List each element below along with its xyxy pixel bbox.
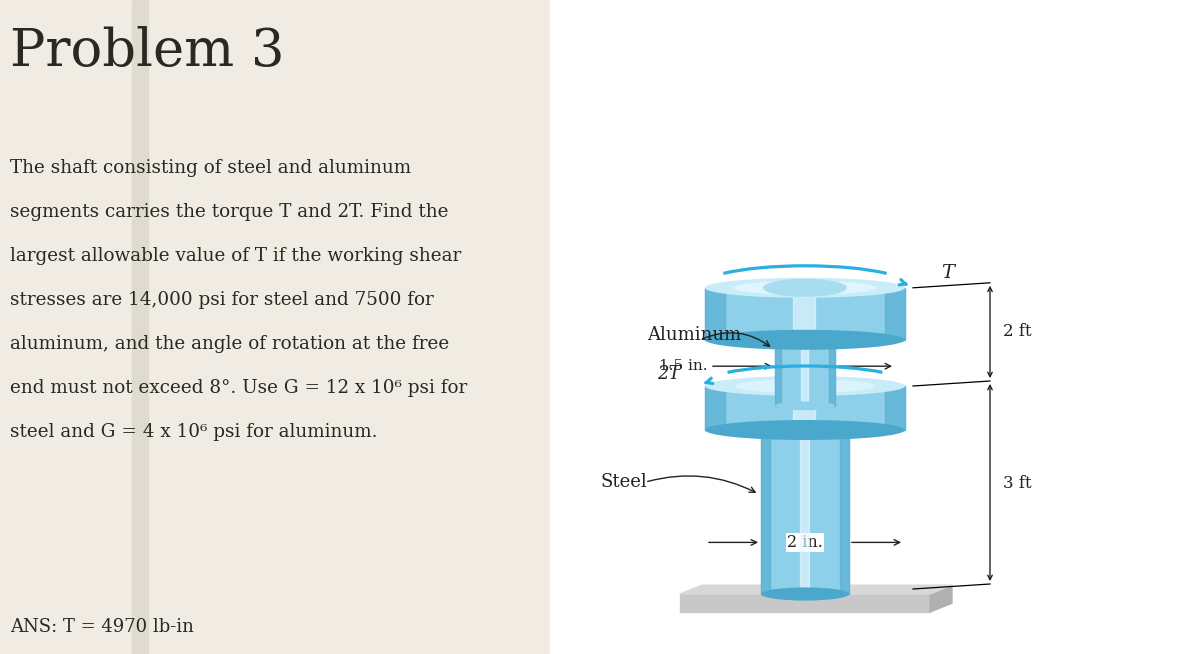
Polygon shape xyxy=(930,585,952,612)
Bar xyxy=(793,386,815,430)
Text: Aluminum: Aluminum xyxy=(647,326,742,344)
Ellipse shape xyxy=(733,281,877,295)
Bar xyxy=(706,386,905,430)
Ellipse shape xyxy=(775,402,835,410)
Text: 2T: 2T xyxy=(658,365,682,383)
Bar xyxy=(706,386,725,430)
Text: Steel: Steel xyxy=(600,473,647,491)
Polygon shape xyxy=(680,594,930,612)
Bar xyxy=(840,422,850,594)
Bar xyxy=(550,0,1200,654)
Bar xyxy=(775,334,781,405)
Bar xyxy=(775,334,835,405)
Text: 1.5 in.: 1.5 in. xyxy=(659,359,707,373)
Bar xyxy=(706,288,905,340)
Text: steel and G = 4 x 10⁶ psi for aluminum.: steel and G = 4 x 10⁶ psi for aluminum. xyxy=(10,423,378,441)
Text: T: T xyxy=(941,264,954,282)
Bar xyxy=(761,422,770,594)
Text: 2 ft: 2 ft xyxy=(1003,323,1032,340)
Text: aluminum, and the angle of rotation at the free: aluminum, and the angle of rotation at t… xyxy=(10,335,449,353)
Text: 2 in.: 2 in. xyxy=(787,534,823,551)
Ellipse shape xyxy=(706,376,905,396)
Text: Problem 3: Problem 3 xyxy=(10,26,284,77)
Bar xyxy=(706,288,725,340)
Ellipse shape xyxy=(706,330,905,350)
Text: segments carries the torque T and 2T. Find the: segments carries the torque T and 2T. Fi… xyxy=(10,203,449,221)
Bar xyxy=(761,422,850,594)
Bar xyxy=(793,288,815,340)
Bar xyxy=(829,334,835,405)
Ellipse shape xyxy=(761,589,850,600)
Ellipse shape xyxy=(736,379,875,393)
Text: ANS: T = 4970 lb-in: ANS: T = 4970 lb-in xyxy=(10,618,194,636)
Bar xyxy=(799,422,810,594)
Text: The shaft consisting of steel and aluminum: The shaft consisting of steel and alumin… xyxy=(10,159,412,177)
Text: end must not exceed 8°. Use G = 12 x 10⁶ psi for: end must not exceed 8°. Use G = 12 x 10⁶… xyxy=(10,379,467,397)
Bar xyxy=(802,334,808,405)
Ellipse shape xyxy=(706,420,905,440)
Bar xyxy=(886,288,905,340)
Ellipse shape xyxy=(763,279,847,297)
Bar xyxy=(886,386,905,430)
Bar xyxy=(132,0,148,654)
Text: 2 in.: 2 in. xyxy=(787,534,823,551)
Polygon shape xyxy=(680,585,952,594)
Text: stresses are 14,000 psi for steel and 7500 for: stresses are 14,000 psi for steel and 75… xyxy=(10,291,433,309)
Ellipse shape xyxy=(736,281,875,295)
Text: 3 ft: 3 ft xyxy=(1003,475,1032,492)
Text: largest allowable value of T if the working shear: largest allowable value of T if the work… xyxy=(10,247,461,265)
Ellipse shape xyxy=(706,278,905,298)
Ellipse shape xyxy=(761,587,850,600)
